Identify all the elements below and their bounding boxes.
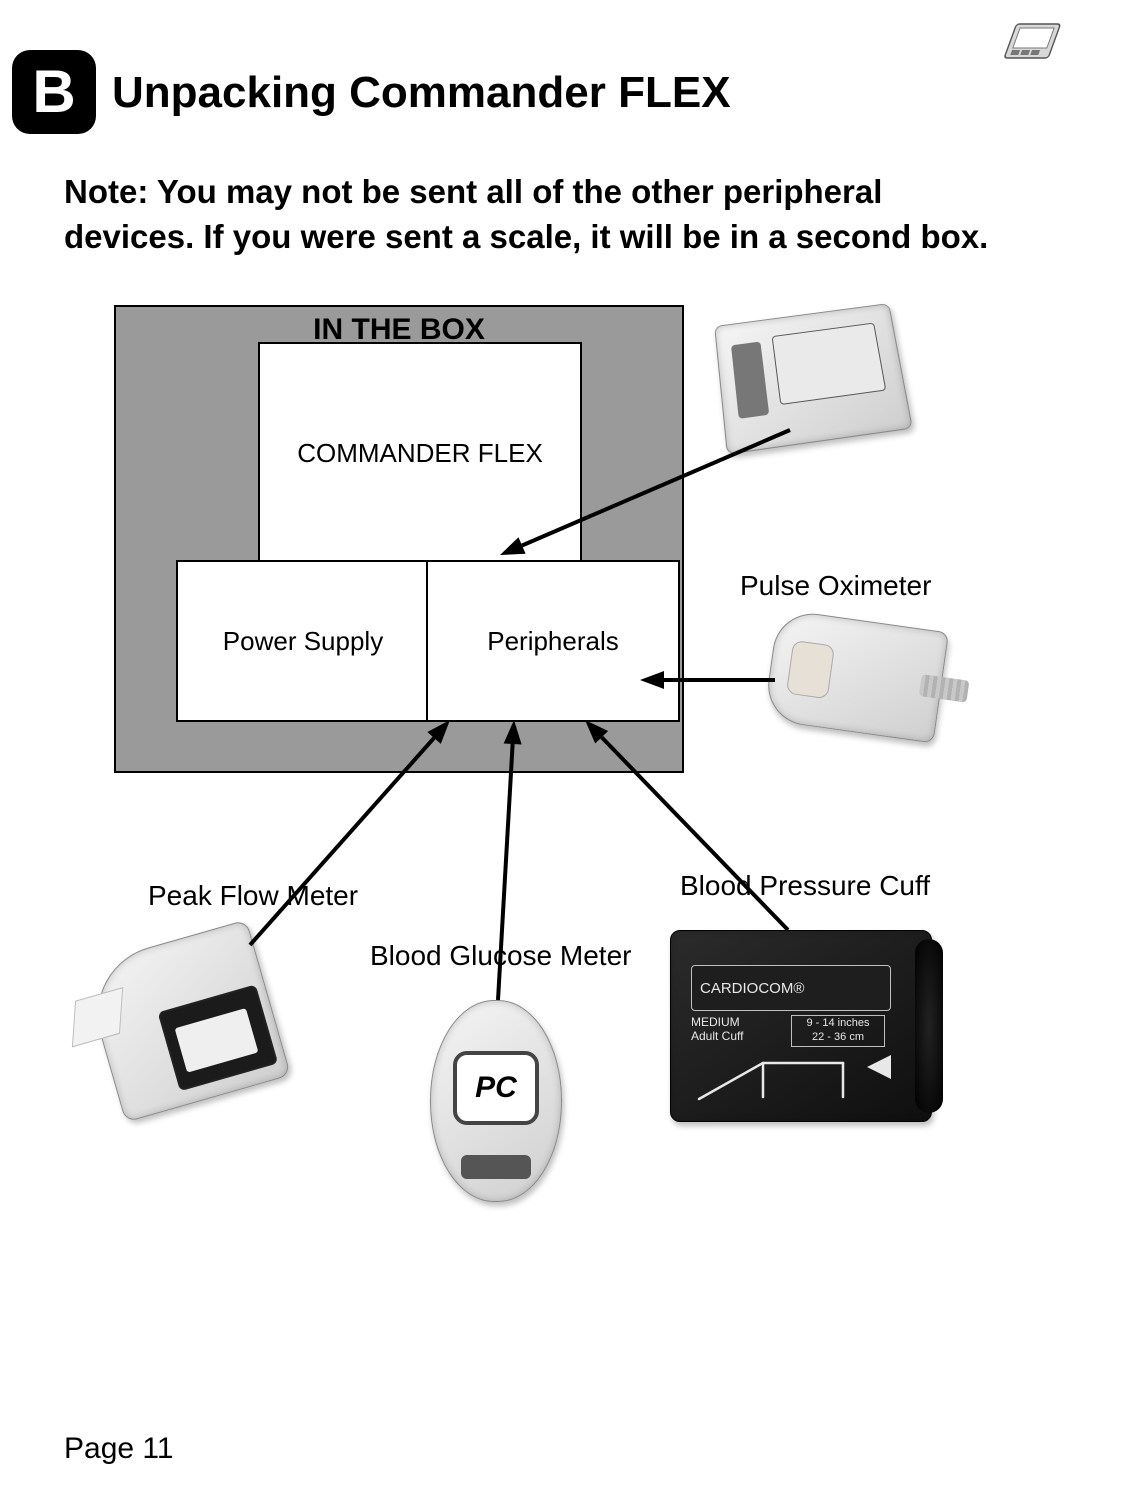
device-peak-flow-meter-icon: [81, 919, 291, 1122]
box-peripherals-label: Peripherals: [487, 626, 619, 657]
box-power-supply: Power Supply: [176, 560, 430, 722]
page: B Unpacking Commander FLEX Note: You may…: [0, 0, 1130, 1497]
label-blood-glucose-meter: Blood Glucose Meter: [370, 940, 631, 972]
label-blood-pressure-cuff: Blood Pressure Cuff: [680, 870, 930, 902]
note-text: Note: You may not be sent all of the oth…: [64, 170, 1004, 259]
device-pulse-oximeter-icon: [763, 609, 949, 744]
header-device-icon: [1000, 20, 1062, 73]
box-power-supply-label: Power Supply: [223, 626, 383, 657]
device-blood-glucose-meter-icon: PC: [430, 1000, 562, 1202]
device-bp-monitor-icon: [714, 303, 913, 455]
section-badge: B: [12, 50, 96, 134]
page-title: Unpacking Commander FLEX: [112, 68, 731, 118]
page-number: Page 11: [64, 1432, 174, 1466]
device-blood-pressure-cuff-icon: CARDIOCOM® MEDIUMAdult Cuff 9 - 14 inche…: [670, 930, 932, 1122]
box-commander-flex-label: COMMANDER FLEX: [297, 438, 543, 469]
box-peripherals: Peripherals: [426, 560, 680, 722]
label-pulse-oximeter: Pulse Oximeter: [740, 570, 931, 602]
box-commander-flex: COMMANDER FLEX: [258, 342, 582, 564]
label-peak-flow-meter: Peak Flow Meter: [148, 880, 358, 912]
